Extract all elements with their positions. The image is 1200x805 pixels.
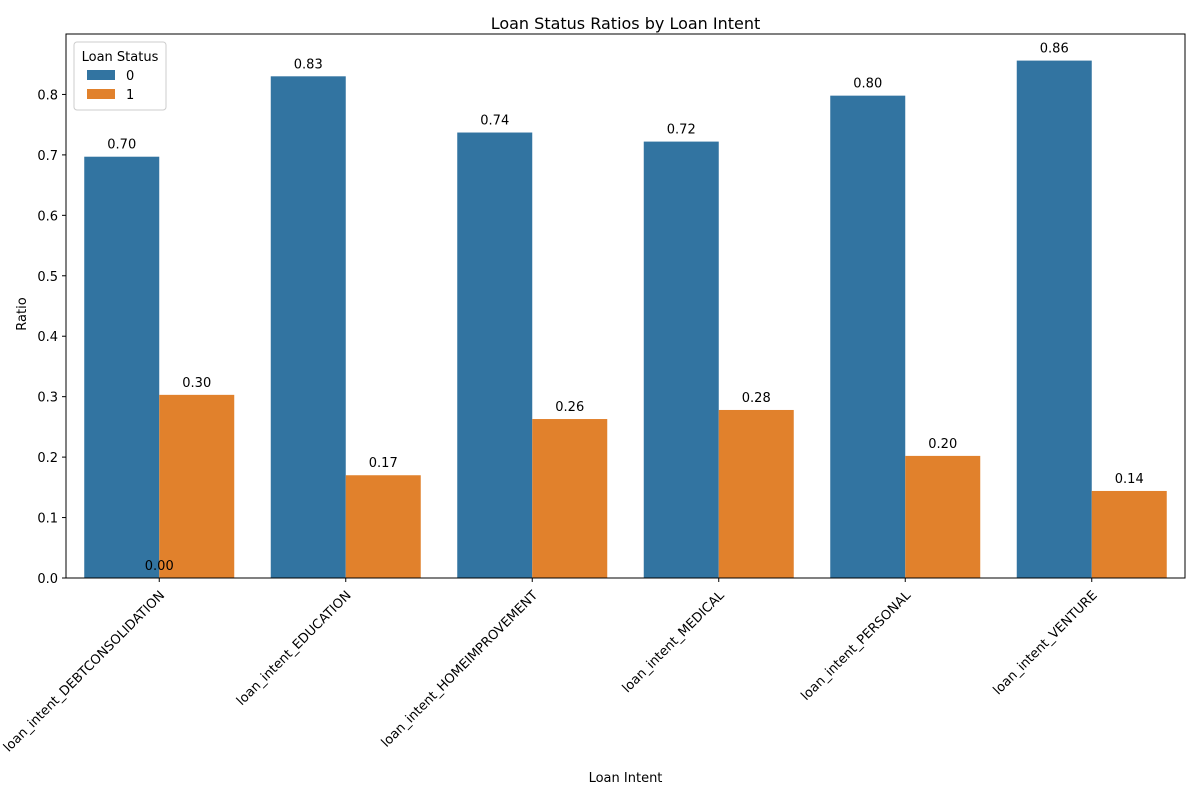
bar-series-0 [457,132,533,578]
bar-value-label: 0.28 [742,391,771,406]
bar-value-label: 0.72 [667,123,696,138]
x-tick-label: loan_intent_DEBTCONSOLIDATION [1,588,168,755]
legend-title: Loan Status [82,50,159,65]
bar-series-1 [718,409,794,578]
bar-value-label: 0.30 [182,376,211,391]
y-tick-label: 0.2 [37,451,58,466]
bar-series-1 [1091,490,1167,578]
bar-series-0 [270,76,346,579]
y-tick-label: 0.5 [37,270,58,285]
y-tick-label: 0.0 [37,572,58,587]
bar-value-label: 0.83 [294,57,323,72]
legend-swatch-series-1 [87,89,115,99]
bar-value-label: 0.70 [107,138,136,153]
bar-series-0 [1016,60,1092,578]
axes-frame [65,33,1186,579]
bar-series-1 [905,455,981,578]
y-tick-label: 0.3 [37,391,58,406]
legend: Loan Status 0 1 [73,41,167,111]
bar-value-label: 0.74 [480,114,509,129]
x-tick-label: loan_intent_VENTURE [991,588,1101,698]
bar-series-0 [643,141,719,578]
bar-value-label: 0.14 [1115,472,1144,487]
legend-swatch-series-0 [87,70,115,80]
bar-value-label: 0.17 [369,456,398,471]
x-axis-label: Loan Intent [589,771,663,786]
legend-entry-label: 0 [126,69,134,84]
y-tick-label: 0.7 [37,149,58,164]
y-tick-label: 0.6 [37,209,58,224]
plot-area: 0.700.830.740.720.800.860.300.170.260.28… [1,33,1186,755]
y-tick-label: 0.4 [37,330,58,345]
bar-value-label: 0.86 [1040,42,1069,57]
chart-title: Loan Status Ratios by Loan Intent [491,14,761,33]
y-axis-label: Ratio [15,297,30,330]
bar-value-label: 0.80 [853,77,882,92]
bar-series-1 [345,475,421,578]
bar-series-0 [84,156,160,579]
bar-series-0 [830,95,906,579]
x-tick-label: loan_intent_HOMEIMPROVEMENT [379,588,541,750]
bar-series-1 [159,394,235,578]
bar-value-label: 0.26 [555,400,584,415]
bar-series-1 [532,419,608,578]
y-tick-label: 0.8 [37,88,58,103]
legend-entry-label: 1 [126,88,134,103]
x-tick-label: loan_intent_EDUCATION [234,588,355,709]
bar-value-label: 0.20 [928,437,957,452]
y-tick-label: 0.1 [37,512,58,527]
x-tick-label: loan_intent_PERSONAL [798,588,914,704]
annotation-label: 0.00 [145,559,174,574]
x-tick-label: loan_intent_MEDICAL [620,588,728,696]
